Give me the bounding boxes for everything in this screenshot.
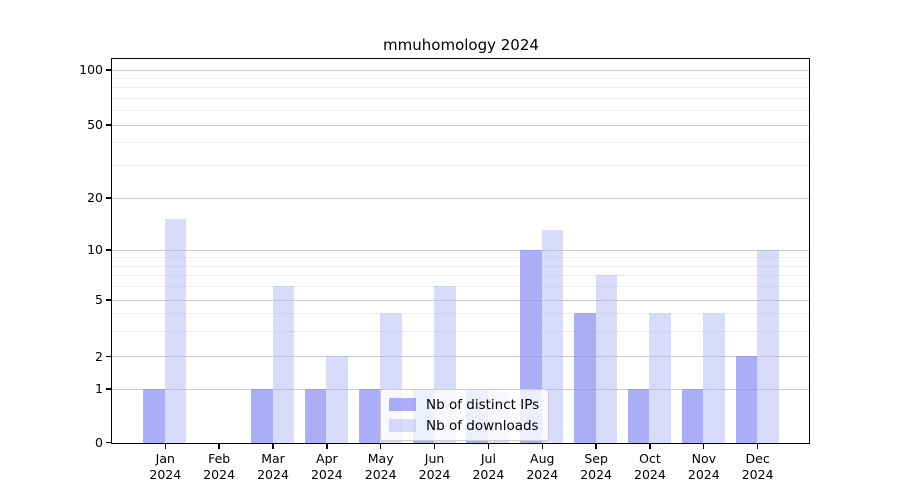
major-gridline — [112, 299, 809, 301]
bar-distinct-ips-nov — [681, 388, 704, 443]
minor-gridline — [112, 265, 809, 267]
y-tick-mark — [105, 197, 112, 199]
x-tick-label-sep: Sep 2024 — [580, 451, 612, 482]
minor-gridline — [112, 165, 809, 167]
y-tick-label: 1 — [95, 381, 103, 396]
legend-entry-distinct-ips: Nb of distinct IPs — [389, 395, 539, 414]
bar-distinct-ips-sep — [574, 313, 596, 443]
bar-distinct-ips-oct — [627, 388, 650, 443]
x-tick-label-aug: Aug 2024 — [526, 451, 559, 482]
bar-distinct-ips-may — [358, 388, 381, 443]
major-gridline — [112, 124, 809, 126]
x-tick-label-mar: Mar 2024 — [257, 451, 289, 482]
bar-distinct-ips-jan — [143, 388, 165, 443]
bar-distinct-ips-apr — [304, 388, 327, 443]
bar-downloads-nov — [703, 313, 725, 443]
minor-gridline — [112, 275, 809, 277]
plot-area: Nb of distinct IPs Nb of downloads — [111, 58, 810, 444]
x-tick-label-feb: Feb 2024 — [203, 451, 236, 482]
minor-gridline — [112, 97, 809, 99]
x-tick-mark — [649, 443, 651, 449]
x-tick-mark — [218, 443, 220, 449]
major-gridline — [112, 69, 809, 71]
y-tick-label: 5 — [95, 292, 103, 307]
x-tick-label-apr: Apr 2024 — [310, 451, 343, 482]
minor-gridline — [112, 286, 809, 288]
bar-downloads-dec — [757, 249, 779, 443]
y-tick-label: 20 — [87, 190, 103, 205]
minor-gridline — [112, 330, 809, 332]
legend-swatch-distinct-ips-icon — [389, 398, 416, 411]
x-tick-mark — [380, 443, 382, 449]
x-tick-mark — [595, 443, 597, 449]
y-tick-label: 100 — [79, 62, 103, 77]
x-tick-mark — [487, 443, 490, 449]
bar-distinct-ips-mar — [251, 388, 273, 443]
y-tick-mark — [105, 299, 112, 301]
x-tick-mark — [326, 443, 328, 449]
major-gridline — [112, 197, 809, 199]
minor-gridline — [112, 142, 809, 144]
x-tick-mark — [272, 443, 274, 449]
x-tick-label-jun: Jun 2024 — [418, 451, 451, 482]
chart-title: mmuhomology 2024 — [383, 36, 539, 54]
x-tick-label-jul: Jul 2024 — [472, 451, 505, 482]
bar-downloads-apr — [326, 356, 348, 443]
legend-swatch-downloads-icon — [389, 419, 416, 432]
y-tick-mark — [105, 441, 112, 444]
x-tick-label-nov: Nov 2024 — [687, 451, 720, 482]
minor-gridline — [112, 77, 809, 79]
minor-gridline — [112, 313, 809, 315]
y-tick-mark — [105, 69, 112, 71]
minor-gridline — [112, 87, 809, 89]
major-gridline — [112, 249, 809, 251]
bar-downloads-sep — [595, 275, 618, 443]
x-tick-mark — [433, 443, 436, 449]
x-tick-mark — [541, 443, 543, 449]
minor-gridline — [112, 110, 809, 112]
minor-gridline — [112, 257, 809, 259]
bar-distinct-ips-dec — [735, 356, 758, 443]
x-tick-mark — [164, 443, 166, 449]
y-tick-mark — [105, 355, 112, 358]
major-gridline — [112, 356, 809, 357]
bar-downloads-mar — [272, 286, 294, 443]
bar-downloads-oct — [649, 313, 671, 443]
y-tick-label: 10 — [87, 242, 103, 257]
x-tick-label-jan: Jan 2024 — [149, 451, 182, 482]
legend-label-downloads: Nb of downloads — [426, 417, 539, 434]
x-tick-label-oct: Oct 2024 — [634, 451, 666, 482]
y-tick-label: 0 — [95, 434, 103, 450]
x-tick-label-may: May 2024 — [364, 451, 397, 482]
y-tick-label: 50 — [87, 117, 103, 132]
y-tick-label: 2 — [95, 348, 103, 364]
x-tick-mark — [703, 443, 705, 449]
y-tick-mark — [105, 249, 112, 251]
bar-downloads-jan — [164, 219, 187, 443]
legend-entry-downloads: Nb of downloads — [389, 416, 539, 435]
legend-label-distinct-ips: Nb of distinct IPs — [426, 396, 540, 413]
x-tick-label-dec: Dec 2024 — [741, 451, 774, 482]
x-tick-mark — [756, 443, 759, 449]
legend: Nb of distinct IPs Nb of downloads — [380, 389, 550, 441]
y-tick-mark — [105, 124, 112, 126]
y-tick-mark — [105, 388, 112, 390]
